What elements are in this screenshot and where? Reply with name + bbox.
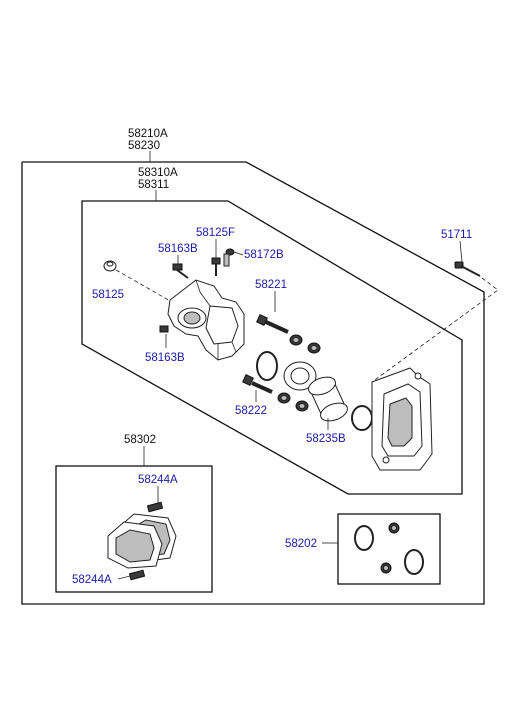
label-58163b-top[interactable]: 58163B [158,243,198,255]
label-58302[interactable]: 58302 [124,434,156,446]
bolt-51711-part [454,261,481,277]
label-58310a[interactable]: 58310A [138,167,178,179]
dash-58125 [115,269,173,303]
leader-51711 [459,240,463,263]
caliper-subframe [81,200,463,495]
label-58125[interactable]: 58125 [92,289,124,301]
label-58244a-top[interactable]: 58244A [138,474,178,486]
seal-kit-frame [337,513,441,585]
bolt-58163b-bottom-part [159,325,169,333]
carrier-bracket [371,367,433,471]
label-58221[interactable]: 58221 [255,279,287,291]
piston-58235b-part [308,376,348,422]
label-58163b-bottom[interactable]: 58163B [145,352,185,364]
label-58172b[interactable]: 58172B [244,249,284,261]
label-51711[interactable]: 51711 [441,229,472,241]
pad-kit-frame [55,465,213,593]
label-58202[interactable]: 58202 [285,538,317,550]
label-58222[interactable]: 58222 [235,405,267,417]
label-58235b[interactable]: 58235B [306,433,346,445]
caliper-body [167,279,245,361]
seal-ring [256,351,278,381]
piston-boot [283,361,317,391]
label-58125f[interactable]: 58125F [196,227,235,239]
seal-kit-parts [354,522,424,575]
screw-58125f-part [211,257,221,276]
piston-seal-ring [351,405,373,431]
pin-58221-part [256,314,321,354]
label-58230[interactable]: 58230 [128,140,160,152]
dash-51711 [371,277,499,383]
bolt-58125-part [103,260,117,272]
outer-assembly-frame [21,161,485,605]
leader-58172b [233,251,244,256]
bleeder-58172b-part [223,248,235,267]
pin-58222-part [242,374,309,412]
brake-pad-set [107,501,177,581]
label-58311[interactable]: 58311 [138,179,169,191]
label-58244a-bottom[interactable]: 58244A [72,574,112,586]
leader-58244a-bottom [117,575,131,580]
bolt-58163b-top-part [172,263,189,279]
label-58210a[interactable]: 58210A [128,128,168,140]
